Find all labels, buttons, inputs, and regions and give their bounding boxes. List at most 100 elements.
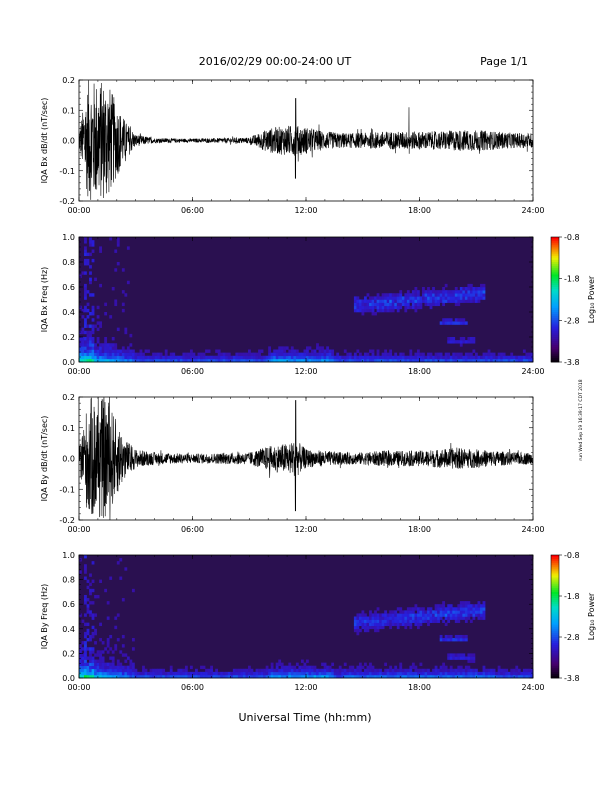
spectrogram-cell xyxy=(121,674,125,679)
spectrogram-cell xyxy=(308,355,312,360)
spectrogram-cell xyxy=(366,628,370,633)
spectrogram-cell xyxy=(338,674,342,679)
spectrogram-cell xyxy=(192,358,196,363)
spectrogram-cell xyxy=(270,668,274,673)
spectrogram-cell xyxy=(89,352,92,357)
spectrogram-cell xyxy=(152,352,155,357)
spectrogram-cell xyxy=(411,290,415,294)
spectrogram-cell xyxy=(464,299,468,303)
spectrogram-cell xyxy=(84,570,87,574)
spectrogram-cell xyxy=(452,293,456,297)
spectrogram-cell xyxy=(422,610,425,614)
colorbar-swatch xyxy=(551,565,559,568)
spectrogram-cell xyxy=(480,604,483,608)
spectrogram-cell xyxy=(386,302,390,307)
spectrogram-cell xyxy=(358,358,362,363)
spectrogram-cell xyxy=(432,299,435,303)
spectrogram-cell xyxy=(444,283,448,288)
spectrogram-cell xyxy=(474,604,478,608)
spectrogram-cell xyxy=(381,622,385,627)
spectrogram-cell xyxy=(379,355,382,360)
spectrogram-cell xyxy=(364,662,367,667)
spectrogram-cell xyxy=(96,352,100,357)
spectrogram-cell xyxy=(424,616,428,620)
spectrogram-cell xyxy=(308,674,312,679)
spectrogram-cell xyxy=(449,653,453,657)
spectrogram-cell xyxy=(84,601,87,605)
colorbar-swatch xyxy=(551,596,559,599)
spectrogram-cell xyxy=(174,358,178,363)
spectrogram-cell xyxy=(389,355,393,360)
spectrogram-cell xyxy=(91,674,95,679)
spectrogram-cell xyxy=(515,674,519,679)
spectrogram-cell xyxy=(323,662,327,667)
spectrogram-cell xyxy=(99,249,102,253)
spectrogram-cell xyxy=(207,668,211,673)
spectrogram-cell xyxy=(477,616,481,620)
spectrogram-cell xyxy=(424,290,428,294)
spectrogram-cell xyxy=(464,665,468,670)
colorbar-swatch xyxy=(551,593,559,597)
spectrogram-cell xyxy=(237,355,241,360)
spectrogram-cell xyxy=(447,604,451,608)
spectrogram-cell xyxy=(376,616,380,620)
x-tick-label: 00:00 xyxy=(67,367,90,376)
spectrogram-cell xyxy=(253,671,256,676)
spectrogram-cell xyxy=(91,634,95,639)
spectrogram-cell xyxy=(182,358,186,363)
spectrogram-cell xyxy=(89,340,92,344)
spectrogram-cell xyxy=(275,662,279,667)
spectrogram-cell xyxy=(288,674,292,679)
colorbar-swatch xyxy=(551,614,559,617)
spectrogram-cell xyxy=(114,268,118,272)
spectrogram-cell xyxy=(409,674,413,679)
spectrogram-cell xyxy=(104,349,108,353)
colorbar-swatch xyxy=(551,563,559,566)
spectrogram-cell xyxy=(290,346,294,350)
spectrogram-cell xyxy=(414,619,418,623)
spectrogram-cell xyxy=(162,668,166,673)
spectrogram-cell xyxy=(159,355,163,360)
spectrogram-cell xyxy=(459,355,463,360)
spectrogram-cell xyxy=(131,358,135,363)
spectrogram-cell xyxy=(462,604,466,608)
spectrogram-cell xyxy=(94,346,97,350)
spectrogram-cell xyxy=(114,249,118,253)
spectrogram-cell xyxy=(381,671,385,676)
spectrogram-cell xyxy=(84,656,87,660)
spectrogram-cell xyxy=(371,668,375,673)
spectrogram-cell xyxy=(416,671,420,676)
spectrogram-cell xyxy=(366,622,370,627)
spectrogram-cell xyxy=(464,619,468,623)
spectrogram-cell xyxy=(184,665,188,670)
spectrogram-cell xyxy=(306,358,309,363)
spectrogram-cell xyxy=(482,601,486,605)
spectrogram-cell xyxy=(389,622,393,627)
spectrogram-cell xyxy=(358,355,362,360)
spectrogram-cell xyxy=(449,321,453,325)
spectrogram-cell xyxy=(510,355,514,360)
spectrogram-cell xyxy=(411,665,415,670)
spectrogram-cell xyxy=(399,622,403,627)
spectrogram-cell xyxy=(84,346,87,350)
spectrogram-cell xyxy=(444,293,448,297)
spectrogram-cell xyxy=(439,355,443,360)
spectrogram-cell xyxy=(394,305,398,310)
spectrogram-cell xyxy=(265,674,269,679)
spectrogram-cell xyxy=(401,358,405,363)
spectrogram-cell xyxy=(84,318,87,322)
spectrogram-cell xyxy=(374,302,377,307)
spectrogram-cells xyxy=(79,237,534,363)
spectrogram-cell xyxy=(459,604,463,608)
spectrogram-cell xyxy=(114,616,118,620)
spectrogram-cell xyxy=(91,625,95,630)
spectrogram-cell xyxy=(386,616,390,620)
spectrogram-cell xyxy=(230,671,234,676)
spectrogram-cell xyxy=(169,355,173,360)
spectrogram-cell xyxy=(149,668,153,673)
spectrogram-cell xyxy=(270,671,274,676)
spectrogram-cell xyxy=(384,610,388,614)
spectrogram-cell xyxy=(399,305,403,310)
spectrogram-cell xyxy=(424,619,428,623)
spectrogram-cell xyxy=(406,622,410,627)
